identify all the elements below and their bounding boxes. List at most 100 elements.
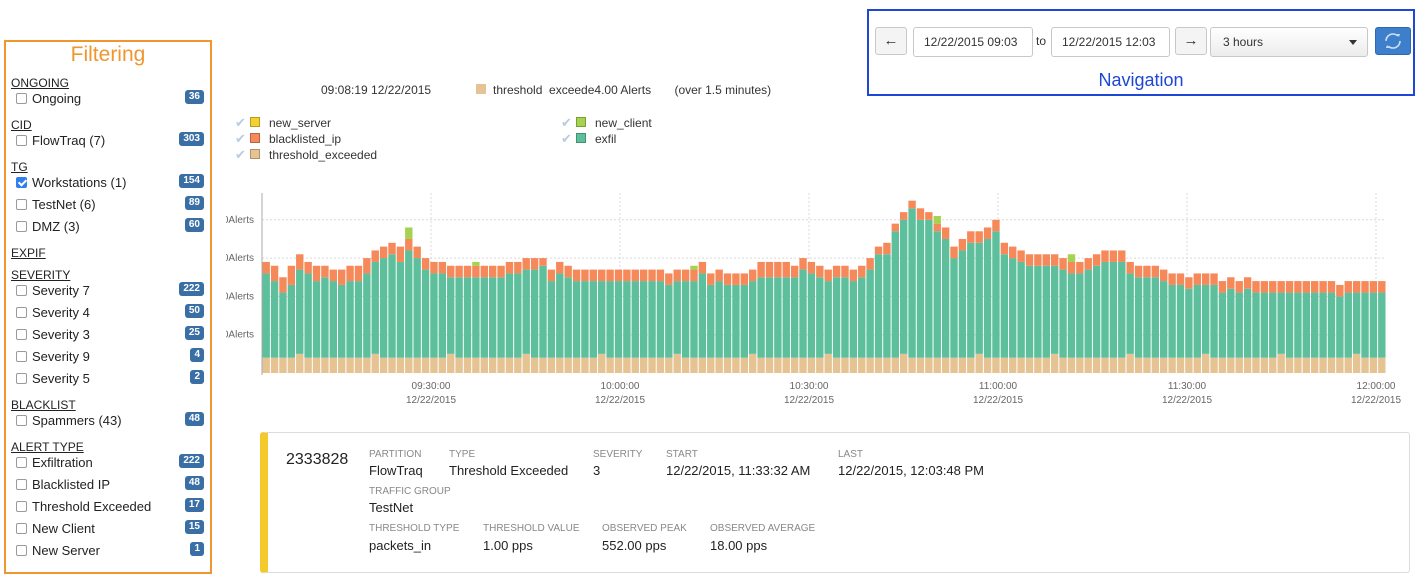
filter-checkbox[interactable] [16, 177, 27, 188]
hover-swatch [476, 84, 486, 94]
filter-item-label: Threshold Exceeded [32, 499, 152, 514]
bar-threshold-exceeded [749, 353, 757, 373]
field-label-type: TYPE [449, 449, 476, 460]
bar-exfil [983, 238, 992, 358]
bar-exfil [1243, 288, 1252, 358]
filter-item[interactable]: Severity 5 2 [16, 370, 206, 388]
from-date-input[interactable]: 12/22/2015 09:03 [913, 27, 1033, 57]
bar-exfil [665, 284, 673, 358]
filter-item[interactable]: Severity 7 222 [16, 282, 206, 300]
filter-item[interactable]: DMZ (3) 60 [16, 218, 206, 236]
bar-blacklisted-ip [1361, 281, 1369, 293]
field-value-traffic-group: TestNet [369, 500, 414, 515]
filter-item[interactable]: TestNet (6) 89 [16, 196, 206, 214]
alerts-bar-chart[interactable]: 40Alerts 30Alerts 20Alerts 10Alerts 09:30:00… [226, 185, 1412, 410]
filter-item[interactable]: New Server 1 [16, 542, 206, 560]
bar-blacklisted-ip [757, 261, 765, 278]
filter-item[interactable]: Workstations (1) 154 [16, 174, 206, 192]
bar-blacklisted-ip [438, 261, 447, 274]
range-select-value: 3 hours [1223, 35, 1264, 49]
bar-threshold-exceeded [1294, 357, 1302, 373]
chevron-down-icon [1349, 40, 1357, 45]
legend-label: blacklisted_ip [269, 132, 342, 146]
filter-item[interactable]: New Client 15 [16, 520, 206, 538]
bar-exfil [1352, 292, 1361, 354]
filter-checkbox[interactable] [16, 329, 27, 340]
bar-blacklisted-ip [1210, 273, 1218, 285]
refresh-button[interactable] [1375, 27, 1411, 55]
filter-item[interactable]: Severity 4 50 [16, 304, 206, 322]
bar-threshold-exceeded [941, 357, 950, 373]
bar-exfil [883, 254, 891, 358]
filter-checkbox[interactable] [16, 307, 27, 318]
field-label-traffic-group: TRAFFIC GROUP [369, 486, 451, 497]
filter-checkbox[interactable] [16, 545, 27, 556]
filter-item-label: Blacklisted IP [32, 477, 111, 492]
bar-threshold-exceeded [916, 357, 925, 373]
bar-blacklisted-ip [874, 246, 883, 255]
bar-threshold-exceeded [899, 353, 908, 373]
y-tick-label: 30Alerts [226, 253, 254, 264]
hover-time: 09:08:19 12/22/2015 [321, 83, 432, 97]
bar-exfil [1109, 261, 1118, 358]
filter-item[interactable]: Exfiltration 222 [16, 454, 206, 472]
bar-threshold-exceeded [1042, 357, 1050, 373]
bar-blacklisted-ip [572, 269, 581, 282]
bar-new-client [1067, 254, 1076, 262]
bar-threshold-exceeded [379, 357, 388, 373]
filter-item[interactable]: Blacklisted IP 48 [16, 476, 206, 494]
filter-item[interactable]: FlowTraq (7) 303 [16, 132, 206, 150]
filter-checkbox[interactable] [16, 523, 27, 534]
alert-detail-card[interactable]: 2333828 PARTITION FlowTraq TYPE Threshol… [260, 432, 1410, 573]
filter-checkbox[interactable] [16, 135, 27, 146]
filter-checkbox[interactable] [16, 415, 27, 426]
bar-blacklisted-ip [925, 212, 933, 220]
filter-checkbox[interactable] [16, 479, 27, 490]
count-badge: 15 [184, 520, 204, 534]
filter-item[interactable]: Severity 3 25 [16, 326, 206, 344]
bar-threshold-exceeded [1185, 357, 1193, 373]
bar-blacklisted-ip [765, 261, 774, 278]
prev-range-button[interactable]: ← [875, 27, 907, 55]
bar-blacklisted-ip [858, 265, 866, 278]
bar-blacklisted-ip [1176, 273, 1185, 285]
bar-threshold-exceeded [564, 357, 572, 373]
filter-checkbox[interactable] [16, 221, 27, 232]
filter-checkbox[interactable] [16, 457, 27, 468]
bar-exfil [413, 258, 421, 358]
bar-threshold-exceeded [556, 357, 564, 373]
bar-blacklisted-ip [992, 219, 1000, 232]
filter-checkbox[interactable] [16, 199, 27, 210]
bar-blacklisted-ip [1185, 277, 1193, 289]
range-select[interactable]: 3 hours [1210, 27, 1368, 57]
bar-exfil [690, 281, 698, 358]
bar-threshold-exceeded [1201, 353, 1210, 373]
bar-blacklisted-ip [589, 269, 598, 282]
bar-exfil [1336, 296, 1344, 358]
count-badge: 4 [190, 348, 204, 362]
filter-checkbox[interactable] [16, 351, 27, 362]
to-date-input[interactable]: 12/22/2015 12:03 [1051, 27, 1170, 57]
next-range-button[interactable]: → [1175, 27, 1207, 55]
bar-exfil [849, 281, 858, 358]
bar-exfil [639, 281, 648, 358]
bar-threshold-exceeded [539, 357, 547, 373]
bar-threshold-exceeded [883, 357, 891, 373]
filter-item[interactable]: Threshold Exceeded 17 [16, 498, 206, 516]
filter-item[interactable]: Severity 9 4 [16, 348, 206, 366]
bar-blacklisted-ip [1311, 281, 1319, 293]
filter-group-tg: TG [11, 160, 28, 174]
bar-exfil [296, 269, 304, 354]
filter-checkbox[interactable] [16, 285, 27, 296]
bar-exfil [933, 231, 941, 358]
bar-threshold-exceeded [631, 357, 639, 373]
bar-blacklisted-ip [1067, 261, 1076, 274]
filter-item-label: Severity 9 [32, 349, 90, 364]
bar-blacklisted-ip [472, 265, 480, 278]
filter-checkbox[interactable] [16, 93, 27, 104]
filter-item[interactable]: Spammers (43) 48 [16, 412, 206, 430]
filter-checkbox[interactable] [16, 501, 27, 512]
filter-checkbox[interactable] [16, 373, 27, 384]
bar-exfil [1168, 284, 1176, 358]
filter-item[interactable]: Ongoing 36 [16, 90, 206, 108]
